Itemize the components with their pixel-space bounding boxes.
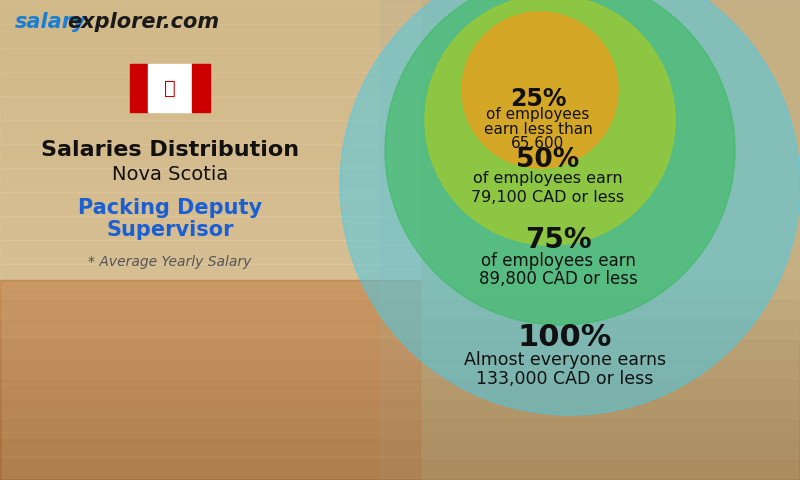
- Bar: [0, 280, 420, 480]
- Text: 100%: 100%: [518, 323, 612, 351]
- Text: * Average Yearly Salary: * Average Yearly Salary: [88, 255, 252, 269]
- Bar: [0, 456, 420, 480]
- Bar: [0, 168, 420, 192]
- Text: 🍁: 🍁: [164, 79, 176, 97]
- Bar: [0, 24, 420, 48]
- Text: Nova Scotia: Nova Scotia: [112, 166, 228, 184]
- Bar: [0, 300, 800, 480]
- Text: of employees earn: of employees earn: [481, 252, 635, 270]
- Circle shape: [340, 0, 800, 415]
- Text: 79,100 CAD or less: 79,100 CAD or less: [471, 190, 625, 204]
- Bar: [0, 460, 800, 480]
- Bar: [0, 432, 420, 456]
- Bar: [0, 384, 420, 408]
- Text: 65,600: 65,600: [511, 135, 565, 151]
- Bar: [0, 440, 800, 480]
- Bar: [0, 360, 800, 480]
- Bar: [147, 64, 193, 112]
- Bar: [380, 0, 800, 480]
- Bar: [0, 192, 420, 216]
- Bar: [0, 420, 800, 480]
- Bar: [0, 240, 420, 264]
- Bar: [0, 72, 420, 96]
- Text: Almost everyone earns: Almost everyone earns: [464, 351, 666, 369]
- Text: 25%: 25%: [510, 87, 566, 111]
- Bar: [0, 144, 420, 168]
- Bar: [0, 340, 800, 480]
- Text: Supervisor: Supervisor: [106, 220, 234, 240]
- Bar: [130, 64, 147, 112]
- Bar: [0, 360, 420, 384]
- Text: salary: salary: [15, 12, 86, 32]
- Bar: [0, 96, 420, 120]
- Text: Packing Deputy: Packing Deputy: [78, 198, 262, 218]
- Text: 89,800 CAD or less: 89,800 CAD or less: [478, 270, 638, 288]
- Bar: [193, 64, 210, 112]
- Bar: [0, 336, 420, 360]
- Circle shape: [425, 0, 675, 245]
- Bar: [0, 280, 800, 480]
- Bar: [0, 0, 420, 24]
- Text: 75%: 75%: [525, 226, 591, 254]
- Text: of employees: of employees: [486, 108, 590, 122]
- Bar: [0, 380, 800, 480]
- Circle shape: [462, 12, 618, 168]
- Text: explorer.com: explorer.com: [67, 12, 219, 32]
- Bar: [0, 400, 800, 480]
- Bar: [0, 320, 800, 480]
- Bar: [0, 48, 420, 72]
- Text: 133,000 CAD or less: 133,000 CAD or less: [476, 370, 654, 388]
- Bar: [0, 288, 420, 312]
- Bar: [0, 312, 420, 336]
- Text: earn less than: earn less than: [484, 121, 592, 136]
- Bar: [0, 264, 420, 288]
- Circle shape: [385, 0, 735, 325]
- Text: 50%: 50%: [516, 147, 580, 173]
- Bar: [0, 408, 420, 432]
- Bar: [0, 120, 420, 144]
- Text: of employees earn: of employees earn: [473, 171, 623, 187]
- Bar: [0, 216, 420, 240]
- Text: Salaries Distribution: Salaries Distribution: [41, 140, 299, 160]
